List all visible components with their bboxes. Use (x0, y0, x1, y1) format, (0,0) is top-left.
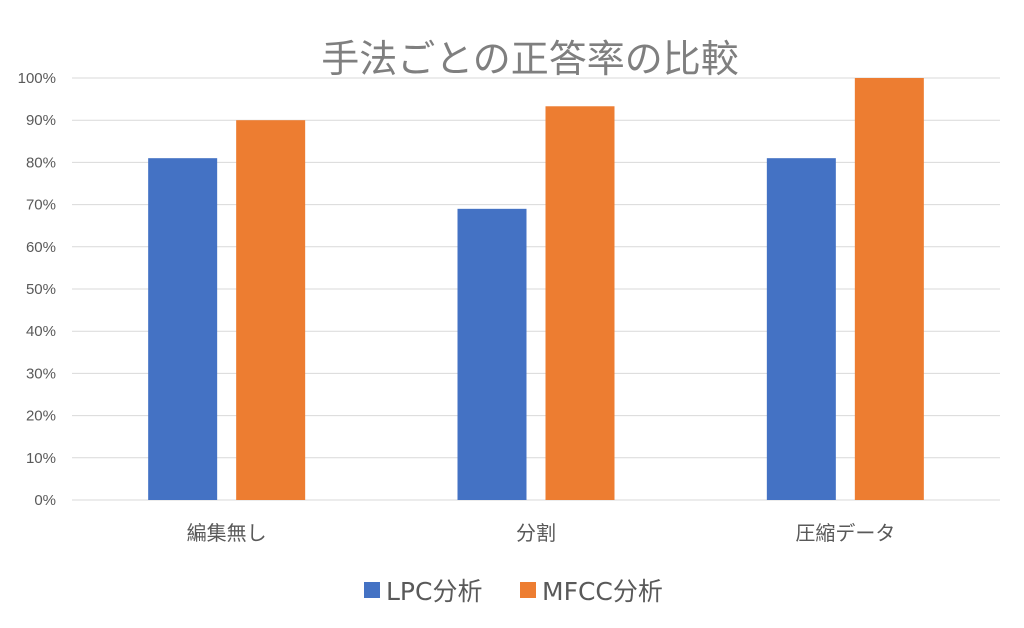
legend-swatch (520, 582, 536, 598)
y-tick-label: 30% (26, 365, 56, 382)
x-category-label: 圧縮データ (795, 521, 895, 545)
y-tick-label: 10% (26, 450, 56, 467)
bars (148, 78, 924, 501)
y-tick-label: 70% (26, 197, 56, 214)
chart-title: 手法ごとの正答率の比較 (321, 37, 739, 81)
y-tick-label: 20% (26, 408, 56, 425)
legend-swatch (364, 582, 380, 598)
bar-lpc (457, 208, 527, 500)
x-axis-categories: 編集無し 分割 圧縮データ (187, 521, 896, 545)
y-tick-label: 0% (34, 492, 56, 509)
legend: LPC分析 MFCC分析 (364, 577, 663, 606)
x-category-label: 分割 (516, 521, 556, 545)
y-tick-label: 80% (26, 154, 56, 171)
gridlines (72, 77, 1000, 501)
legend-label: LPC分析 (386, 577, 482, 606)
y-tick-label: 50% (26, 281, 56, 298)
y-tick-label: 90% (26, 112, 56, 129)
y-tick-label: 40% (26, 323, 56, 340)
bar-lpc (766, 158, 836, 500)
bar-mfcc (854, 78, 924, 500)
y-tick-label: 100% (18, 70, 56, 87)
legend-label: MFCC分析 (542, 577, 663, 606)
bar-mfcc (236, 120, 306, 500)
y-axis-ticks: 0% 10% 20% 30% 40% 50% 60% 70% 80% 90% 100% (18, 70, 56, 509)
x-category-label: 編集無し (187, 521, 267, 545)
bar-lpc (148, 158, 218, 500)
bar-mfcc (545, 106, 615, 501)
y-tick-label: 60% (26, 239, 56, 256)
